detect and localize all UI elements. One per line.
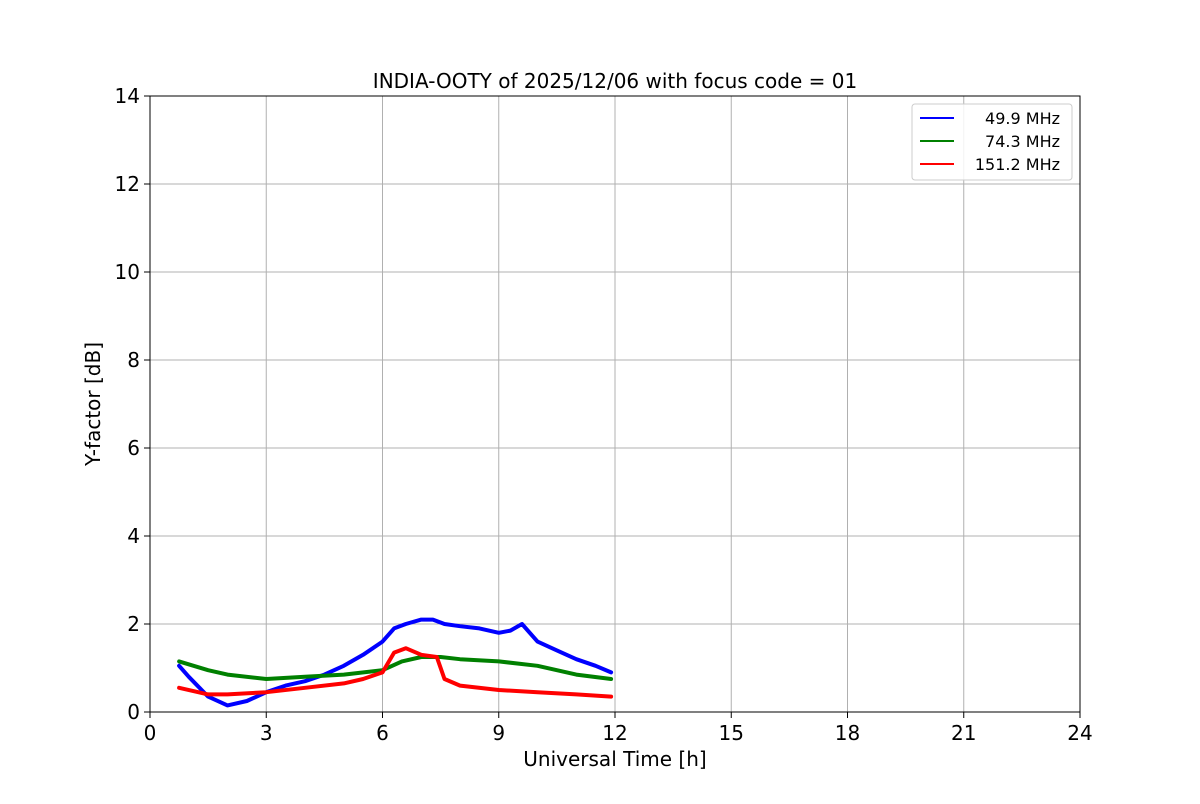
y-tick-label: 0 [127, 700, 140, 724]
x-axis-label: Universal Time [h] [523, 747, 706, 771]
legend-box [911, 103, 1073, 181]
series-line-2 [177, 655, 614, 681]
y-tick-label: 10 [115, 260, 140, 284]
x-tick-label: 0 [144, 721, 157, 745]
y-tick-label: 6 [127, 436, 140, 460]
y-tick-label: 4 [127, 524, 140, 548]
legend-label-1: 49.9 MHz [985, 109, 1060, 128]
x-tick-label: 6 [376, 721, 389, 745]
y-tick-label: 12 [115, 172, 140, 196]
series-line-1 [177, 617, 614, 708]
x-tick-label: 3 [260, 721, 273, 745]
legend-label-3: 151.2 MHz [975, 155, 1060, 174]
y-tick-label: 8 [127, 348, 140, 372]
y-tick-label: 2 [127, 612, 140, 636]
y-tick-label: 14 [115, 84, 140, 108]
x-tick-label: 15 [719, 721, 744, 745]
x-tick-label: 24 [1067, 721, 1092, 745]
y-axis-label: Y-factor [dB] [81, 342, 105, 467]
x-tick-label: 12 [602, 721, 627, 745]
x-tick-label: 9 [492, 721, 505, 745]
x-tick-label: 21 [951, 721, 976, 745]
chart-title: INDIA-OOTY of 2025/12/06 with focus code… [373, 69, 857, 93]
x-tick-label: 18 [835, 721, 860, 745]
series-line-3 [177, 646, 614, 699]
legend: 49.9 MHz 74.3 MHz 151.2 MHz [911, 103, 1073, 181]
series-layer [177, 617, 614, 708]
legend-label-2: 74.3 MHz [985, 132, 1060, 151]
